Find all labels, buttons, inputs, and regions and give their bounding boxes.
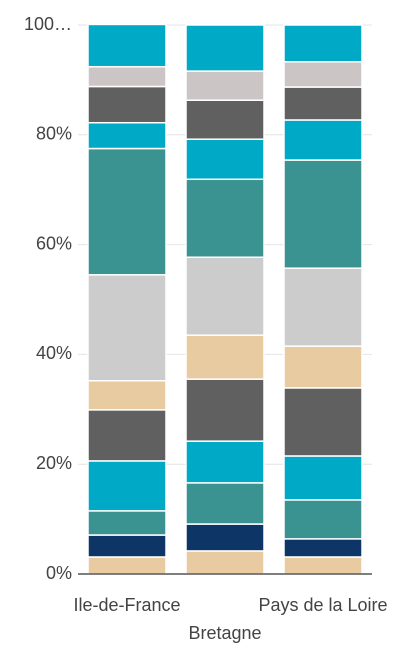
x-tick-label: Pays de la Loire bbox=[258, 595, 387, 615]
bar-segment bbox=[283, 556, 363, 575]
bar-segment bbox=[87, 380, 167, 411]
bar-segment bbox=[283, 119, 363, 161]
bar-segment bbox=[87, 409, 167, 462]
y-tick-label: 80% bbox=[36, 124, 72, 144]
y-tick-label: 100… bbox=[24, 14, 72, 34]
bar-segment bbox=[283, 61, 363, 88]
y-tick-label: 60% bbox=[36, 233, 72, 253]
bar-segment bbox=[185, 334, 265, 380]
bar-segment bbox=[87, 274, 167, 382]
bar-segment bbox=[87, 23, 167, 68]
bar-segment bbox=[87, 85, 167, 124]
bar-segment bbox=[283, 455, 363, 501]
bar-segment bbox=[283, 538, 363, 558]
bar-segment bbox=[87, 121, 167, 150]
bar-segment bbox=[185, 440, 265, 484]
bar-segment bbox=[185, 523, 265, 552]
bar-segment bbox=[185, 550, 265, 575]
bar-segment bbox=[185, 24, 265, 72]
bar-segment bbox=[283, 24, 363, 63]
bar-segment bbox=[185, 178, 265, 258]
bar-segment bbox=[87, 65, 167, 88]
bar-segment bbox=[87, 510, 167, 536]
y-tick-label: 0% bbox=[46, 563, 72, 583]
bar-segment bbox=[87, 147, 167, 276]
bar-segment bbox=[283, 159, 363, 269]
bar-segment bbox=[185, 138, 265, 181]
bar-segment bbox=[185, 256, 265, 336]
bar-segment bbox=[283, 499, 363, 540]
bar-segment bbox=[185, 482, 265, 525]
bar-segment bbox=[87, 460, 167, 512]
bar-segment bbox=[185, 99, 265, 140]
x-tick-label: Ile-de-France bbox=[73, 595, 180, 615]
y-tick-label: 40% bbox=[36, 343, 72, 363]
bar-segment bbox=[283, 267, 363, 347]
bar-segment bbox=[283, 86, 363, 121]
bar-segment bbox=[87, 534, 167, 558]
bar-segment bbox=[283, 387, 363, 457]
y-tick-label: 20% bbox=[36, 453, 72, 473]
bar-segment bbox=[185, 378, 265, 442]
bar-segment bbox=[283, 345, 363, 389]
bar-segment bbox=[87, 556, 167, 575]
x-tick-label: Bretagne bbox=[188, 623, 261, 643]
bar-segment bbox=[185, 70, 265, 101]
